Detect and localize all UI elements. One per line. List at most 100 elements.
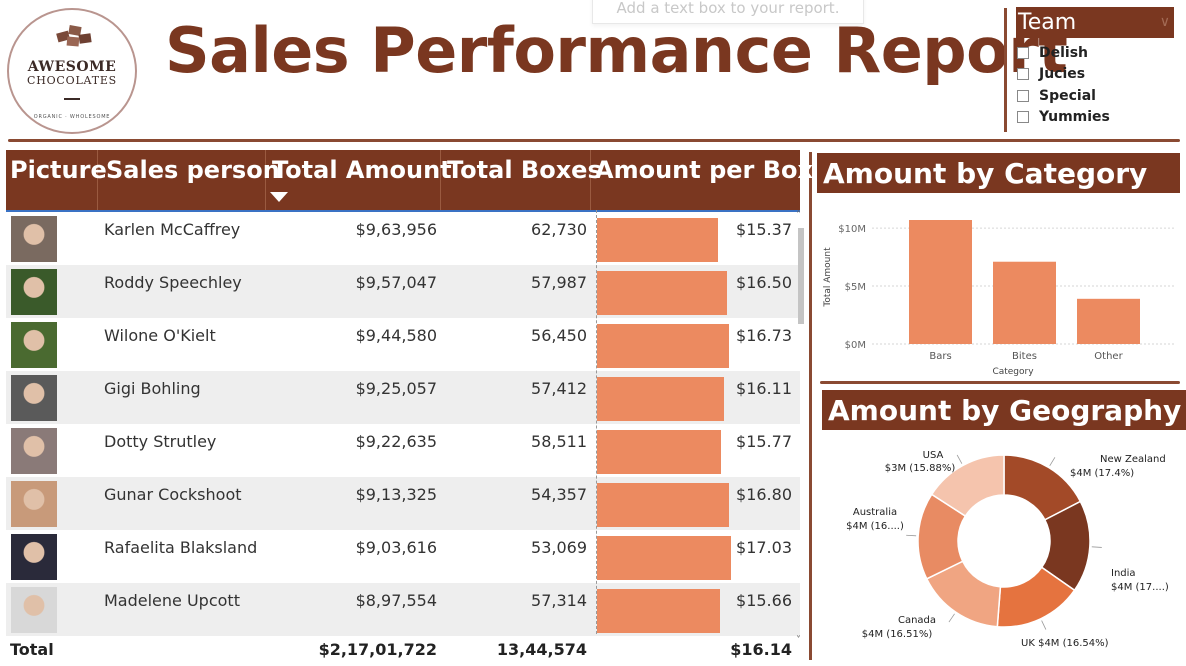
donut-slice — [930, 454, 1005, 518]
checkbox[interactable] — [1017, 46, 1029, 59]
geography-donut-chart: New Zealand $4M (17.4%) India $4M (17....) U… — [846, 450, 1169, 649]
salesperson-photo — [11, 534, 57, 580]
header-horizontal-divider — [8, 139, 1180, 142]
salesperson-photo — [11, 375, 57, 421]
total-amount-cell: $8,97,554 — [355, 591, 437, 610]
slice-name: New Zealand — [1100, 454, 1166, 465]
checkbox[interactable] — [1017, 89, 1029, 102]
amount-per-box-cell: $16.11 — [736, 379, 792, 398]
slice-name: Canada — [898, 615, 936, 626]
label-leader-line — [948, 613, 955, 623]
salesperson-photo — [11, 587, 57, 633]
amount-per-box-bar — [597, 589, 720, 633]
add-textbox-placeholder[interactable]: Add a text box to your report. — [592, 0, 864, 24]
x-tick-label: Bites — [1012, 351, 1037, 362]
checkbox[interactable] — [1017, 111, 1029, 124]
amount-per-box-bar — [597, 271, 727, 315]
total-boxes-cell: 57,987 — [531, 273, 587, 292]
column-header-amount-per-box[interactable]: Amount per Box — [595, 156, 813, 184]
scroll-thumb[interactable] — [798, 228, 804, 324]
sales-table: Picture Sales person Total Amount Total … — [6, 150, 813, 662]
salesperson-name: Dotty Strutley — [104, 432, 217, 451]
slice-name: UK — [1021, 638, 1035, 649]
table-header: Picture Sales person Total Amount Total … — [6, 150, 813, 210]
chocolate-boxes-icon — [56, 25, 92, 47]
logo-line2: CHOCOLATES — [26, 74, 117, 87]
amount-per-box-bar — [597, 218, 718, 262]
salesperson-name: Gunar Cockshoot — [104, 485, 242, 504]
x-tick-label: Other — [1094, 351, 1123, 362]
team-option-label: Jucies — [1039, 66, 1086, 83]
amount-per-box-cell: $17.03 — [736, 538, 792, 557]
table-row[interactable]: Wilone O'Kielt $9,44,580 56,450 $16.73 — [6, 318, 800, 371]
total-amount-cell: $9,13,325 — [355, 485, 437, 504]
team-option-yummies[interactable]: Yummies — [1017, 107, 1110, 129]
label-leader-line — [1041, 620, 1047, 630]
label-leader-line — [1091, 546, 1102, 548]
slice-value: $3M (15.88%) — [885, 463, 956, 474]
bar-baseline — [596, 210, 597, 634]
total-amount-cell: $9,57,047 — [355, 273, 437, 292]
total-boxes: 13,44,574 — [496, 640, 587, 659]
company-logo: AWESOME CHOCOLATES ORGANIC · WHOLESOME — [7, 8, 137, 134]
scroll-up-icon[interactable]: ˄ — [796, 210, 801, 221]
amount-per-box-cell: $15.37 — [736, 220, 792, 239]
salesperson-photo — [11, 322, 57, 368]
table-row[interactable]: Dotty Strutley $9,22,635 58,511 $15.77 — [6, 424, 800, 477]
total-boxes-cell: 56,450 — [531, 326, 587, 345]
total-per-box: $16.14 — [730, 640, 792, 659]
team-option-special[interactable]: Special — [1017, 85, 1110, 107]
slice-name: Australia — [853, 507, 897, 518]
table-row[interactable]: Madelene Upcott $8,97,554 57,314 $15.66 — [6, 583, 800, 636]
total-amount-cell: $9,63,956 — [355, 220, 437, 239]
category-bar — [909, 220, 972, 344]
logo-divider — [64, 98, 80, 100]
category-bar-chart: $0M $5M $10M Bars Bites Other Category Total Am… — [823, 220, 1174, 377]
logo-tagline: ORGANIC · WHOLESOME — [33, 114, 111, 120]
amount-per-box-bar — [597, 483, 729, 527]
label-leader-line — [956, 454, 963, 464]
category-bar — [993, 261, 1056, 344]
salesperson-name: Rafaelita Blaksland — [104, 538, 258, 557]
label-leader-line — [906, 534, 917, 537]
table-row[interactable]: Gigi Bohling $9,25,057 57,412 $16.11 — [6, 371, 800, 424]
column-header-picture[interactable]: Picture — [6, 150, 107, 210]
team-slicer-label: Team — [1018, 10, 1077, 35]
total-boxes-cell: 57,412 — [531, 379, 587, 398]
team-option-jucies[interactable]: Jucies — [1017, 64, 1110, 86]
column-header-total-amount[interactable]: Total Amount — [266, 150, 452, 210]
total-boxes-cell: 54,357 — [531, 485, 587, 504]
y-axis-label: Total Amount — [823, 247, 833, 308]
total-amount-cell: $9,22,635 — [355, 432, 437, 451]
team-option-delish[interactable]: Delish — [1017, 42, 1110, 64]
amount-per-box-bar — [597, 324, 729, 368]
column-header-total-boxes[interactable]: Total Boxes — [441, 150, 602, 210]
scroll-down-icon[interactable]: ˅ — [796, 635, 801, 646]
total-amount-cell: $9,25,057 — [355, 379, 437, 398]
team-slicer-header[interactable]: Team ∨ — [1016, 7, 1174, 38]
category-bar — [1077, 298, 1140, 344]
salesperson-name: Karlen McCaffrey — [104, 220, 241, 239]
checkbox[interactable] — [1017, 68, 1029, 81]
y-tick-label: $5M — [845, 282, 866, 293]
table-row[interactable]: Gunar Cockshoot $9,13,325 54,357 $16.80 — [6, 477, 800, 530]
team-slicer-list: Delish Jucies Special Yummies — [1017, 42, 1110, 128]
column-header-sales-person[interactable]: Sales person — [98, 150, 280, 210]
total-boxes-cell: 57,314 — [531, 591, 587, 610]
amount-per-box-cell: $16.73 — [736, 326, 792, 345]
salesperson-name: Wilone O'Kielt — [104, 326, 216, 345]
chevron-down-icon[interactable]: ∨ — [1159, 14, 1170, 30]
team-option-label: Yummies — [1039, 109, 1110, 126]
y-tick-label: $10M — [838, 224, 866, 235]
team-option-label: Delish — [1039, 44, 1089, 61]
column-header-label: Total Amount — [272, 156, 452, 184]
table-scrollbar[interactable]: ˄ ˅ — [796, 210, 806, 646]
amount-per-box-cell: $15.66 — [736, 591, 792, 610]
table-row[interactable]: Roddy Speechley $9,57,047 57,987 $16.50 — [6, 265, 800, 318]
x-tick-label: Bars — [929, 351, 951, 362]
slice-name: USA — [923, 450, 944, 461]
geography-chart-title: Amount by Geography — [822, 390, 1186, 430]
table-row[interactable]: Karlen McCaffrey $9,63,956 62,730 $15.37 — [6, 212, 800, 265]
table-row[interactable]: Rafaelita Blaksland $9,03,616 53,069 $17.03 — [6, 530, 800, 583]
total-amount: $2,17,01,722 — [318, 640, 437, 659]
